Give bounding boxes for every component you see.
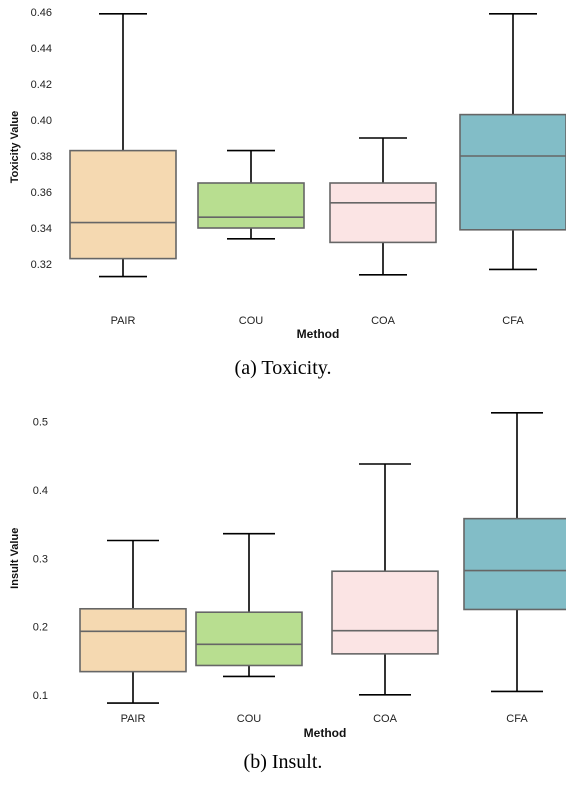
toxicity-xtick-label: CFA <box>502 315 524 327</box>
insult-ytick-label: 0.5 <box>33 417 48 429</box>
toxicity-ytick-label: 0.44 <box>31 43 52 55</box>
insult-ytick-label: 0.1 <box>33 690 48 702</box>
iqr-box <box>331 570 439 655</box>
insult-xlabel: Method <box>304 726 347 740</box>
toxicity-box-coa <box>329 137 437 276</box>
insult-xtick-label: COA <box>373 713 398 725</box>
insult-ytick-label: 0.2 <box>33 622 48 634</box>
toxicity-xtick-label: PAIR <box>111 315 136 327</box>
toxicity-ytick-label: 0.34 <box>31 223 52 235</box>
toxicity-box-pair <box>69 13 177 278</box>
toxicity-ytick-label: 0.32 <box>31 259 52 271</box>
toxicity-ytick-label: 0.42 <box>31 79 52 91</box>
toxicity-xlabel: Method <box>297 327 340 341</box>
insult-xtick-label: CFA <box>506 713 528 725</box>
iqr-box <box>79 607 187 673</box>
toxicity-ytick-label: 0.46 <box>31 7 52 19</box>
caption-insult: (b) Insult. <box>243 751 323 773</box>
iqr-box <box>459 113 566 231</box>
iqr-box <box>195 611 303 667</box>
toxicity-ylabel: Toxicity Value <box>9 111 21 184</box>
insult-box-cou <box>195 532 303 678</box>
iqr-box <box>197 182 305 229</box>
toxicity-ytick-label: 0.36 <box>31 187 52 199</box>
toxicity-xtick-label: COU <box>239 315 264 327</box>
toxicity-box-plot: 0.32 0.34 0.36 0.38 0.40 0.42 0.44 0.46 Toxicity… <box>9 7 566 341</box>
insult-ytick-label: 0.4 <box>33 485 48 497</box>
iqr-box <box>463 517 566 611</box>
toxicity-ytick-label: 0.38 <box>31 151 52 163</box>
toxicity-box-cou <box>197 149 305 240</box>
toxicity-box-cfa <box>459 13 566 271</box>
iqr-box <box>69 149 177 260</box>
insult-ytick-label: 0.3 <box>33 553 48 565</box>
caption-toxicity: (a) Toxicity. <box>234 357 332 379</box>
insult-xtick-label: COU <box>237 713 262 725</box>
insult-xtick-label: PAIR <box>121 713 146 725</box>
insult-box-coa <box>331 463 439 696</box>
insult-box-plot: 0.1 0.2 0.3 0.4 0.5 Insult Value PAIR COU COA CFA… <box>9 411 566 740</box>
insult-box-pair <box>79 539 187 704</box>
insult-box-cfa <box>463 411 566 693</box>
toxicity-ytick-label: 0.40 <box>31 115 52 127</box>
insult-ylabel: Insult Value <box>9 528 21 589</box>
toxicity-xtick-label: COA <box>371 315 396 327</box>
iqr-box <box>329 182 437 244</box>
